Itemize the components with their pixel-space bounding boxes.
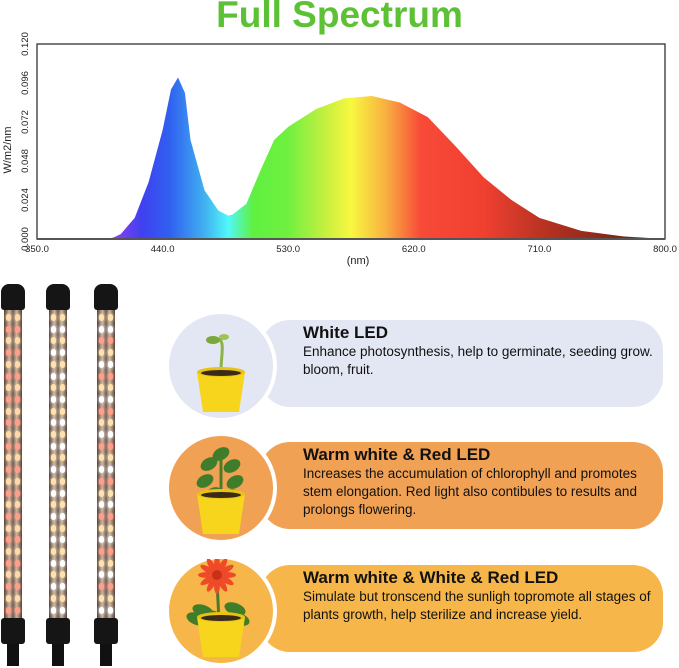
top-cap (46, 284, 70, 310)
y-tick-label: 0.120 (20, 32, 31, 56)
y-tick-label: 0.072 (20, 110, 31, 134)
bottom-cap (1, 618, 25, 644)
bottom-cap (46, 618, 70, 644)
y-tick-label: 0.024 (20, 188, 31, 212)
y-tick-label: 0.048 (20, 149, 31, 173)
connector (52, 644, 64, 666)
y-tick-label: 0.096 (20, 71, 31, 95)
card-background (260, 565, 663, 652)
connector (7, 644, 19, 666)
x-tick-label: 440.0 (151, 244, 175, 255)
card-title: White LED (303, 323, 388, 342)
card-white-led: White LED Enhance photosynthesis, help to… (165, 310, 665, 422)
led-light-bar (94, 284, 118, 666)
spectrum-chart: 350.0 440.0 530.0 620.0 710.0 800.0 0.000 0.024… (2, 32, 677, 267)
x-axis-label: (nm) (347, 255, 370, 267)
top-cap (1, 284, 25, 310)
card-warm-red-led: Warm white & Red LED Increases the accumu… (165, 432, 665, 544)
x-tick-label: 350.0 (25, 244, 49, 255)
card-background (260, 320, 663, 407)
light-tube (4, 310, 22, 618)
y-axis-label: W/m2/nm (2, 126, 14, 173)
x-tick-label: 530.0 (276, 244, 300, 255)
y-tick-label: 0.000 (20, 227, 31, 251)
light-tube (49, 310, 67, 618)
flowering-plant-pot-icon (165, 555, 277, 667)
card-body: Increases the accumulation of chlorophyl… (303, 466, 637, 517)
light-tube (97, 310, 115, 618)
card-background (260, 442, 663, 529)
card-body: Simulate but tronscend the sunligh topro… (303, 589, 651, 622)
page-title: Full Spectrum (216, 0, 463, 35)
card-warm-white-red-led: Warm white & White & Red LED Simulate but… (165, 555, 665, 667)
x-tick-label: 710.0 (528, 244, 552, 255)
led-light-bar (1, 284, 25, 666)
x-tick-label: 800.0 (653, 244, 677, 255)
leafy-plant-pot-icon (165, 432, 277, 544)
card-title: Warm white & Red LED (303, 445, 491, 464)
spectrum-area (37, 77, 665, 239)
seedling-pot-icon (165, 310, 277, 422)
x-tick-label: 620.0 (402, 244, 426, 255)
connector (100, 644, 112, 666)
top-cap (94, 284, 118, 310)
card-title: Warm white & White & Red LED (303, 568, 559, 587)
led-light-bar (46, 284, 70, 666)
card-body: Enhance photosynthesis, help to germinat… (303, 344, 653, 377)
bottom-cap (94, 618, 118, 644)
